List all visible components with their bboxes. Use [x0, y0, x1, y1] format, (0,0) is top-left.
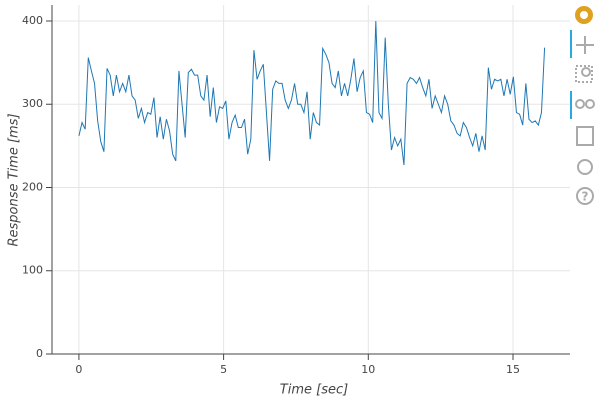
help-tool[interactable]: ? [576, 187, 594, 205]
x-tick-label: 10 [361, 363, 375, 376]
x-tick-label: 15 [506, 363, 520, 376]
y-tick-label: 300 [22, 97, 43, 110]
y-axis-title: Response Time [ms] [7, 113, 22, 246]
plot: 0 100 200 300 400 0 5 10 15 [22, 5, 570, 376]
box-zoom-tool[interactable] [575, 65, 593, 83]
y-tick-label: 400 [22, 14, 43, 27]
data-line [78, 20, 546, 166]
toolbar: ? [570, 6, 595, 205]
y-tick-label: 200 [22, 180, 43, 193]
wheel-zoom-tool[interactable] [575, 99, 595, 109]
save-tool[interactable] [576, 126, 594, 146]
y-tick-label: 0 [36, 347, 43, 360]
active-indicator [570, 30, 572, 58]
bokeh-logo[interactable] [575, 6, 593, 24]
x-tick-label: 0 [75, 363, 82, 376]
y-tick-label: 100 [22, 264, 43, 277]
x-axis-title: Time [sec] [280, 383, 348, 398]
active-indicator [570, 91, 572, 119]
reset-tool[interactable] [577, 159, 593, 175]
pan-tool[interactable] [576, 36, 594, 54]
svg-text:?: ? [582, 190, 589, 204]
x-tick-label: 5 [220, 363, 227, 376]
